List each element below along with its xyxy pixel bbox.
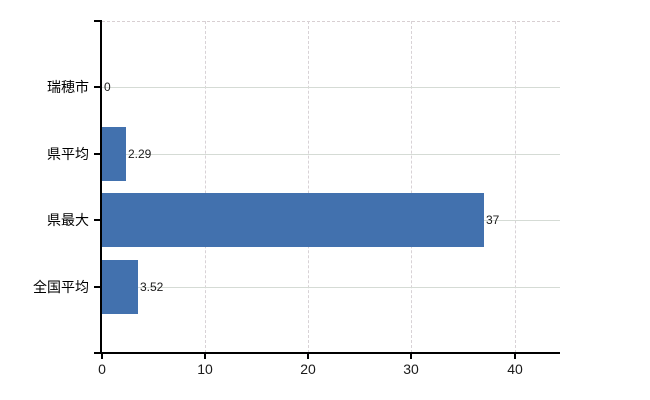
bar — [102, 260, 138, 314]
plot-top-border — [102, 21, 560, 22]
y-axis-line — [100, 20, 102, 354]
bar-value-label: 2.29 — [128, 147, 152, 161]
category-label: 県最大 — [47, 212, 89, 228]
vertical-gridline — [515, 21, 516, 353]
vertical-gridline — [205, 21, 206, 353]
bar-value-label: 0 — [104, 80, 111, 94]
y-axis-tick — [94, 153, 102, 155]
vertical-gridline — [308, 21, 309, 353]
x-axis-line — [94, 352, 560, 354]
y-axis-tick — [94, 86, 102, 88]
category-label: 県平均 — [47, 146, 89, 162]
horizontal-gridline — [102, 87, 560, 88]
y-axis-end-tick — [94, 20, 102, 22]
x-axis-tick-label: 20 — [300, 361, 316, 377]
category-label: 瑞穂市 — [47, 79, 89, 95]
x-axis-tick-label: 10 — [197, 361, 213, 377]
x-axis-tick — [514, 354, 516, 359]
x-axis-tick — [101, 354, 103, 359]
horizontal-gridline — [102, 287, 560, 288]
bar-value-label: 37 — [486, 213, 500, 227]
vertical-gridline — [411, 21, 412, 353]
x-axis-tick — [410, 354, 412, 359]
bar — [102, 127, 126, 181]
bar — [102, 193, 484, 247]
bar-value-label: 3.52 — [140, 280, 164, 294]
x-axis-tick — [204, 354, 206, 359]
horizontal-gridline — [102, 154, 560, 155]
y-axis-tick — [94, 286, 102, 288]
x-axis-tick — [307, 354, 309, 359]
x-axis-tick-label: 30 — [403, 361, 419, 377]
category-label: 全国平均 — [33, 279, 89, 295]
x-axis-tick-label: 0 — [98, 361, 106, 377]
x-axis-tick-label: 40 — [507, 361, 523, 377]
y-axis-tick — [94, 219, 102, 221]
